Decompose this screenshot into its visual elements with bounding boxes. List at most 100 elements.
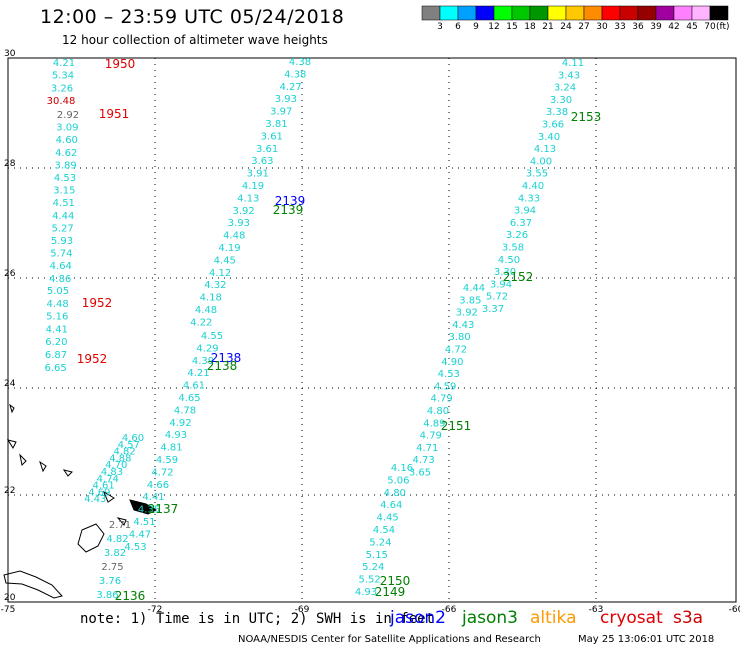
wave-height-value: 5.24 [362,562,384,573]
legend-swatch-label: 12 [488,22,500,32]
wave-height-value: 4.54 [373,525,395,536]
wave-height-value: 4.27 [279,82,301,93]
wave-height-values: 4.215.343.2630.482.923.094.604.623.894.5… [44,57,584,601]
wave-height-value: 3.92 [456,308,478,319]
lat-tick-label: 30 [4,49,16,59]
legend-swatch-label: 9 [473,22,479,32]
wave-height-value: 4.83 [101,467,123,478]
wave-height-value: 4.61 [183,381,205,392]
wave-height-value: 3.93 [228,218,250,229]
wave-height-value: 4.65 [178,393,200,404]
wave-height-value: 4.47 [129,529,151,540]
wave-height-value: 4.60 [56,135,78,146]
lon-tick-label: -75 [1,605,16,615]
track-time-label: 1952 [77,352,108,366]
wave-height-value: 4.41 [46,324,68,335]
track-time-label: 2150 [380,574,411,588]
track-time-label: 2153 [571,110,602,124]
wave-height-value: 30.48 [47,96,76,107]
wave-height-value: 4.55 [201,331,223,342]
map-frame [7,57,737,603]
legend-swatch [673,5,693,21]
wave-height-value: 4.60 [122,433,144,444]
wave-height-value: 3.26 [506,230,528,241]
wave-height-value: 4.45 [376,513,398,524]
wave-height-value: 4.29 [196,343,218,354]
lat-tick-label: 26 [4,269,16,279]
wave-height-value: 3.30 [494,267,516,278]
wave-height-value: 3.65 [409,468,431,479]
track-time-label: 2136 [115,589,146,603]
wave-height-value: 6.20 [45,337,67,348]
track-time-label: 1950 [105,57,136,71]
wave-height-value: 4.33 [518,193,540,204]
legend-s3a: s3a [673,608,704,628]
footer-credit: NOAA/NESDIS Center for Satellite Applica… [238,634,541,645]
wave-height-value: 4.82 [106,534,128,545]
wave-height-value: 4.78 [174,405,196,416]
wave-height-value: 4.13 [534,144,556,155]
track-time-label: 2152 [503,270,534,284]
wave-height-value: 3.58 [502,243,524,254]
wave-height-value: 4.69 [88,487,110,498]
wave-height-value: 3.80 [448,332,470,343]
wave-height-value: 5.74 [50,249,72,260]
wave-height-value: 4.21 [187,368,209,379]
wave-height-value: 6.65 [44,363,66,374]
wave-height-value: 4.22 [190,317,212,328]
track-time-label: 1951 [99,107,130,121]
legend-cryosat: cryosat [600,608,663,628]
legend-swatch-label: 70 [704,22,716,32]
wave-height-value: 5.72 [486,292,508,303]
wave-height-value: 4.45 [214,255,236,266]
lat-tick-label: 28 [4,159,16,169]
wave-height-value: 4.64 [380,500,402,511]
wave-height-value: 4.43 [452,320,474,331]
wave-height-value: 4.88 [109,453,131,464]
legend-swatch-label: 21 [542,22,554,32]
legend-jason3: jason3 [462,608,518,628]
wave-height-value: 4.12 [209,268,231,279]
legend-swatch [439,5,459,21]
legend-swatch [637,5,657,21]
island-bahamas-d [39,460,47,473]
legend-swatch-label: 6 [455,22,461,32]
wave-height-value: 5.27 [51,223,73,234]
legend-swatch-label: 33 [614,22,626,32]
legend-swatch-label: 42 [668,22,680,32]
wave-height-value: 4.59 [156,455,178,466]
wave-height-value: 4.51 [53,198,75,209]
island-bahamas-f [102,490,115,503]
legend-swatch-label: 45 [686,22,698,32]
wave-height-value: 5.05 [47,286,69,297]
wave-height-value: 5.15 [366,550,388,561]
wave-height-value: 3.94 [514,206,536,217]
lat-tick-label: 22 [4,486,15,496]
wave-height-value: 4.74 [97,474,119,485]
wave-height-value: 4.19 [218,243,240,254]
track-time-label: 2139 [275,194,306,208]
wave-height-value: 4.62 [55,148,77,159]
island-hispaniola-west [77,523,105,553]
wave-height-value: 4.38 [284,69,306,80]
legend-swatch [583,5,603,21]
wave-height-value: 4.70 [105,460,127,471]
wave-height-value: 3.82 [104,548,126,559]
wave-height-value: 2.92 [57,110,79,121]
legend-swatch [655,5,675,21]
legend-swatch [475,5,495,21]
island-bahamas-e [62,469,73,477]
wave-height-value: 3.40 [538,132,560,143]
wave-height-value: 4.72 [445,345,467,356]
legend-swatch [493,5,513,21]
lon-tick-label: -60 [729,605,740,615]
wave-height-value: 3.97 [270,107,292,118]
wave-height-value: 4.89 [423,418,445,429]
legend-swatch [565,5,585,21]
island-bahamas-c [19,453,27,467]
wave-height-value: 3.24 [554,83,576,94]
legend-swatch [601,5,621,21]
wave-height-value: 6.37 [510,218,532,229]
wave-height-value: 5.24 [369,537,391,548]
wave-height-value: 4.59 [434,381,456,392]
